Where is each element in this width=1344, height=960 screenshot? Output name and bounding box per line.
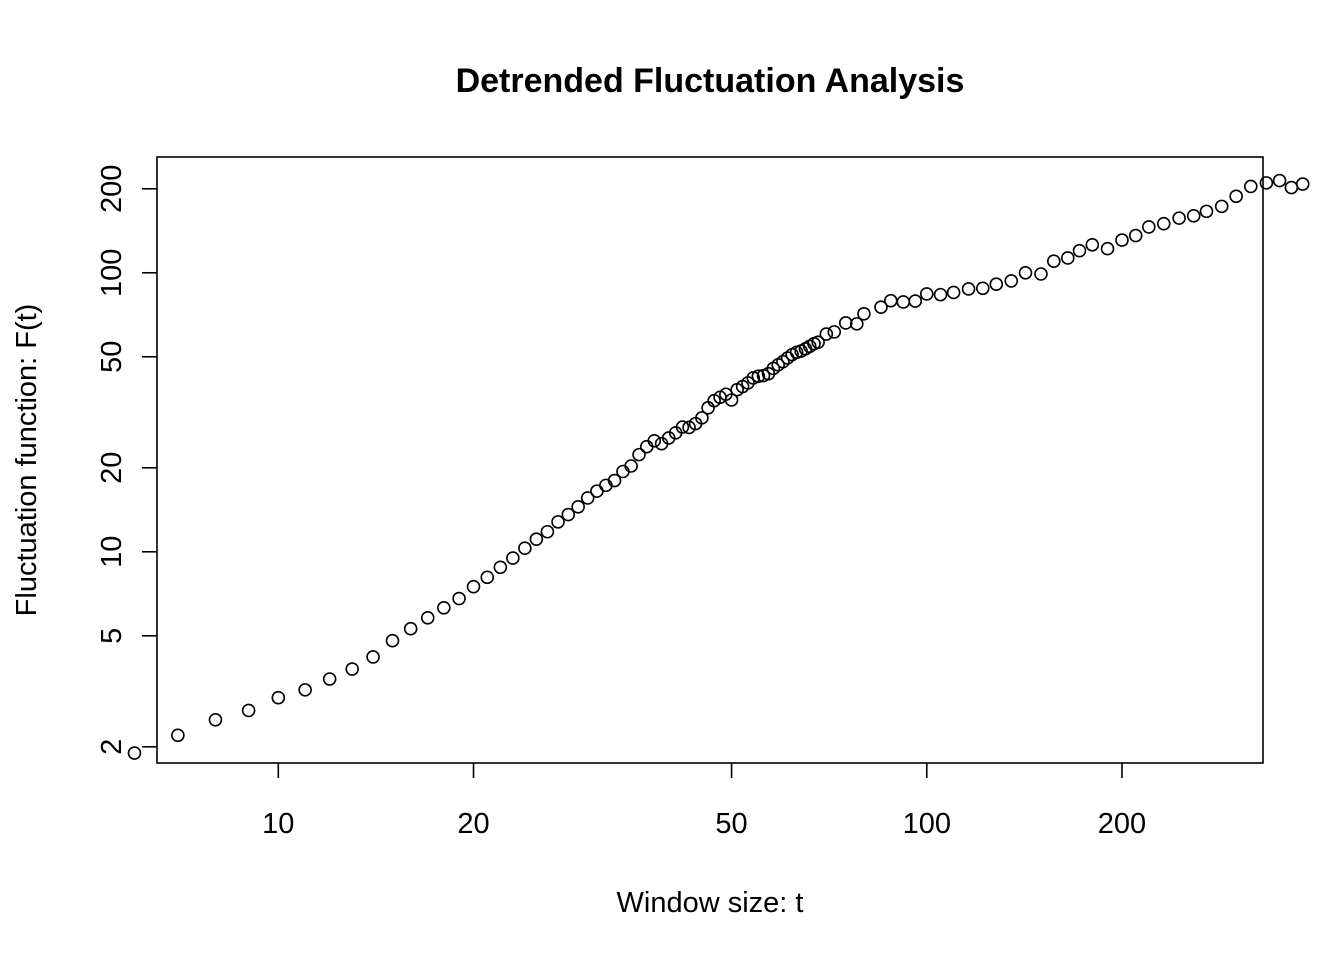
x-tick-label-20: 20 <box>457 808 489 840</box>
y-tick-label-20: 20 <box>96 452 128 484</box>
x-tick-label-200: 200 <box>1098 808 1146 840</box>
data-point-0 <box>127 746 142 760</box>
data-point-7 <box>345 662 360 676</box>
y-tick-label-2: 2 <box>96 739 128 755</box>
y-tick-label-100: 100 <box>96 249 128 297</box>
data-point-84 <box>1085 237 1100 252</box>
data-point-5 <box>298 683 312 697</box>
data-point-62 <box>811 335 825 349</box>
data-point-22 <box>561 507 576 522</box>
data-point-31 <box>639 439 654 454</box>
data-point-6 <box>322 672 337 686</box>
data-point-70 <box>896 295 911 309</box>
data-point-72 <box>919 287 934 301</box>
data-point-15 <box>480 570 495 585</box>
data-point-95 <box>1243 179 1258 194</box>
data-point-64 <box>827 325 842 339</box>
data-point-82 <box>1060 251 1075 265</box>
data-point-23 <box>571 499 585 514</box>
data-point-54 <box>776 354 790 369</box>
data-point-75 <box>961 282 976 296</box>
data-point-85 <box>1100 241 1115 256</box>
data-point-76 <box>975 281 990 296</box>
data-point-68 <box>874 300 888 314</box>
data-point-11 <box>420 611 435 625</box>
data-point-66 <box>849 317 864 331</box>
data-point-78 <box>1004 274 1019 288</box>
data-point-14 <box>466 579 481 594</box>
data-point-4 <box>271 690 286 705</box>
y-axis: 2 5 10 20 50 100 200 <box>96 165 157 755</box>
data-point-10 <box>403 621 418 636</box>
data-point-86 <box>1115 233 1129 247</box>
data-point-39 <box>695 411 709 425</box>
data-point-32 <box>647 433 662 448</box>
data-point-29 <box>624 459 638 473</box>
data-point-99 <box>1295 177 1310 191</box>
x-axis: 10 20 50 100 200 <box>262 763 1146 840</box>
data-point-36 <box>675 420 690 434</box>
data-point-9 <box>385 633 400 648</box>
data-point-81 <box>1047 254 1061 269</box>
data-point-65 <box>838 316 853 330</box>
data-point-98 <box>1284 180 1299 195</box>
data-point-19 <box>529 532 544 546</box>
data-point-69 <box>883 293 898 308</box>
data-points <box>127 173 1310 760</box>
data-point-27 <box>607 473 622 488</box>
x-tick-label-100: 100 <box>903 808 951 840</box>
data-point-90 <box>1172 211 1186 225</box>
data-point-73 <box>933 287 948 302</box>
data-point-8 <box>366 650 380 664</box>
data-point-77 <box>989 277 1004 292</box>
data-point-44 <box>724 393 739 407</box>
x-axis-label: Window size: t <box>617 887 804 919</box>
data-point-89 <box>1156 216 1171 231</box>
data-point-2 <box>208 712 223 727</box>
data-point-92 <box>1199 204 1214 219</box>
plot-frame <box>156 156 1264 764</box>
data-point-79 <box>1018 265 1033 280</box>
y-tick-label-200: 200 <box>96 165 128 213</box>
data-point-93 <box>1214 199 1229 214</box>
y-tick-label-10: 10 <box>96 536 128 568</box>
data-point-80 <box>1034 267 1048 281</box>
data-point-24 <box>580 491 595 505</box>
data-point-96 <box>1259 176 1274 190</box>
data-point-20 <box>540 524 555 539</box>
data-point-21 <box>551 515 565 529</box>
data-point-83 <box>1072 243 1087 258</box>
data-point-3 <box>241 703 256 718</box>
data-point-91 <box>1186 209 1201 223</box>
data-point-94 <box>1229 189 1243 204</box>
data-point-25 <box>590 484 604 498</box>
data-point-1 <box>171 728 185 743</box>
data-point-18 <box>518 541 532 556</box>
data-point-88 <box>1142 220 1156 234</box>
y-axis-label: Fluctuation function: F(t) <box>11 304 43 617</box>
chart-title: Detrended Fluctuation Analysis <box>456 62 965 100</box>
data-point-63 <box>819 327 834 341</box>
data-point-71 <box>908 294 923 308</box>
data-point-17 <box>506 551 520 565</box>
data-point-12 <box>437 600 451 615</box>
data-point-97 <box>1272 173 1287 188</box>
data-point-16 <box>493 560 508 575</box>
y-tick-label-5: 5 <box>96 628 128 644</box>
y-tick-label-50: 50 <box>96 341 128 373</box>
data-point-74 <box>946 285 961 300</box>
data-point-49 <box>751 369 766 383</box>
data-point-13 <box>452 591 466 606</box>
data-point-30 <box>632 447 646 462</box>
data-point-37 <box>682 420 696 435</box>
x-tick-label-50: 50 <box>715 808 747 840</box>
data-point-87 <box>1128 228 1143 243</box>
data-point-34 <box>661 431 676 445</box>
data-point-67 <box>857 306 871 321</box>
x-tick-label-10: 10 <box>262 808 294 840</box>
